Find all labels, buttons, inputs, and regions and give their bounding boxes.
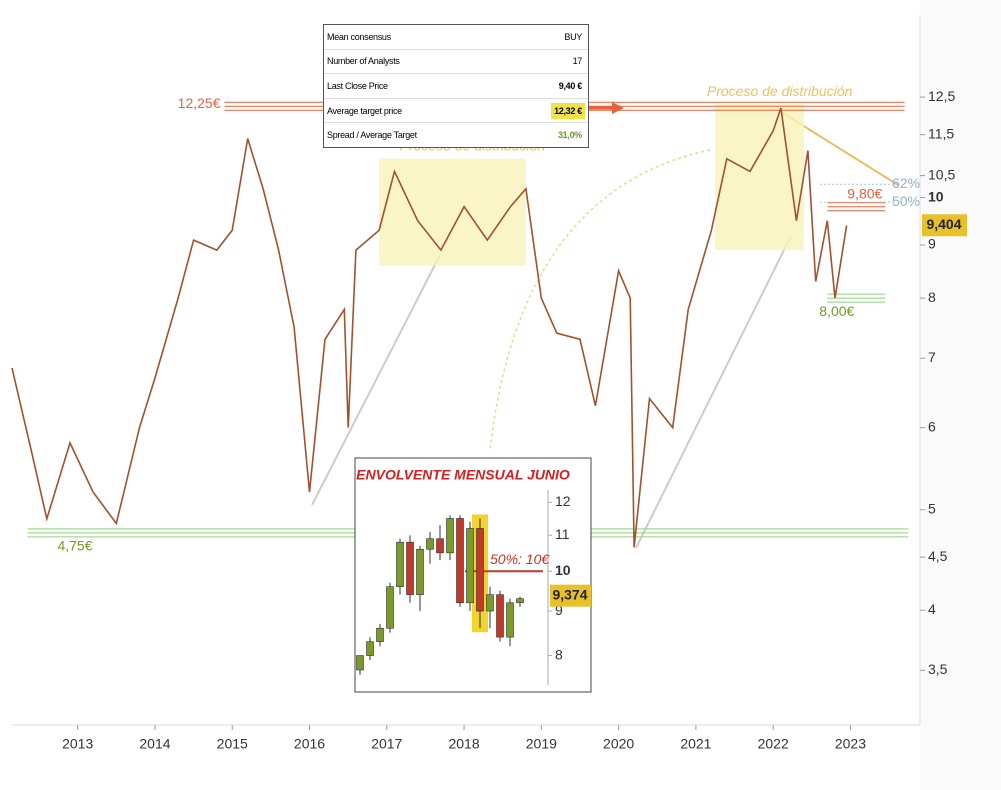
candle-body: [506, 602, 514, 638]
table-row: Average target price 12,32 €: [324, 97, 588, 123]
candle-body: [466, 528, 474, 604]
candle-body: [446, 518, 454, 554]
candle-body: [516, 598, 524, 604]
x-tick-label: 2021: [680, 736, 711, 752]
x-tick-label: 2014: [139, 736, 170, 752]
y-tick-label: 12: [555, 493, 571, 509]
last-price-box: [922, 214, 967, 237]
cell-value: 31,0%: [557, 130, 582, 141]
y-tick-label: 4: [928, 601, 936, 617]
candle-body: [356, 655, 364, 671]
cell-value: 9,40 €: [558, 80, 583, 91]
y-tick-label: 9: [928, 236, 936, 252]
y-tick-label: 9: [555, 602, 563, 618]
y-tick-label: 5: [928, 500, 936, 516]
x-tick-label: 2016: [294, 736, 325, 752]
table-row: Spread / Average Target 31,0%: [324, 122, 588, 147]
y-tick-label: 11,5: [928, 125, 954, 141]
inset-title: ENVOLVENTE MENSUAL JUNIO: [356, 467, 570, 483]
x-tick-label: 2020: [603, 736, 634, 752]
cell-value: BUY: [564, 31, 582, 42]
x-tick-label: 2019: [526, 736, 557, 752]
candle-body: [396, 541, 404, 587]
y-tick-label: 6: [928, 418, 936, 434]
cell-label: Spread / Average Target: [327, 130, 417, 141]
cell-value: 17: [572, 56, 583, 67]
table-row: Number of Analysts 17: [324, 48, 588, 74]
cell-label: Last Close Price: [327, 80, 388, 91]
trend-line: [311, 254, 441, 506]
cell-label: Mean consensus: [327, 31, 391, 42]
y-tick-label: 10,5: [928, 166, 955, 182]
candle-body: [376, 627, 384, 642]
candle-body: [426, 538, 434, 550]
candle-body: [496, 594, 504, 638]
level-label: 8,00€: [819, 303, 854, 319]
y-tick-label: 7: [928, 349, 936, 365]
level-label: 50%: 10€: [490, 551, 550, 567]
candle-body: [436, 538, 444, 554]
candle-body: [416, 548, 424, 595]
zone-label: Proceso de distribución: [707, 83, 853, 99]
x-tick-label: 2013: [62, 736, 93, 752]
y-tick-label: 10: [555, 562, 571, 578]
distribution-zone: [715, 104, 805, 251]
candle-body: [476, 528, 484, 612]
fib-label: 50%: [892, 193, 920, 209]
last-price-box: [550, 584, 591, 607]
trend-line: [635, 237, 791, 549]
x-tick-label: 2015: [217, 736, 248, 752]
candle-body: [406, 541, 414, 595]
candle-body: [366, 641, 374, 656]
last-price-label: 9,374: [552, 586, 587, 602]
x-tick-label: 2018: [448, 736, 479, 752]
last-price-label: 9,404: [926, 216, 961, 232]
y-tick-label: 8: [555, 646, 563, 662]
table-row: Mean consensus BUY: [324, 25, 588, 49]
axis-panel: [920, 0, 1001, 790]
cell-label: Number of Analysts: [327, 56, 400, 67]
candle-body: [456, 518, 464, 604]
x-tick-label: 2022: [758, 736, 789, 752]
y-tick-label: 10: [928, 188, 944, 204]
y-tick-label: 8: [928, 289, 936, 305]
level-label: 12,25€: [178, 95, 221, 111]
pointer-curve: [489, 149, 711, 451]
y-tick-label: 4,5: [928, 548, 948, 564]
x-tick-label: 2017: [371, 736, 402, 752]
y-tick-label: 12,5: [928, 88, 955, 104]
price-line: [11, 107, 848, 548]
table-row: Last Close Price 9,40 €: [324, 73, 588, 98]
arrow-head: [612, 102, 624, 114]
candle-body: [386, 586, 394, 629]
distribution-zone: [379, 158, 526, 266]
fib-label: 62%: [892, 175, 920, 191]
candle-body: [486, 594, 494, 612]
level-label: 9,80€: [847, 185, 882, 201]
cell-label: Average target price: [327, 105, 402, 116]
y-tick-label: 3,5: [928, 661, 948, 677]
y-tick-label: 11: [555, 526, 570, 542]
x-tick-label: 2023: [835, 736, 866, 752]
consensus-table: Mean consensus BUY Number of Analysts 17 Las…: [323, 24, 589, 148]
level-label: 4,75€: [57, 538, 92, 554]
cell-value: 12,32 €: [551, 102, 585, 119]
